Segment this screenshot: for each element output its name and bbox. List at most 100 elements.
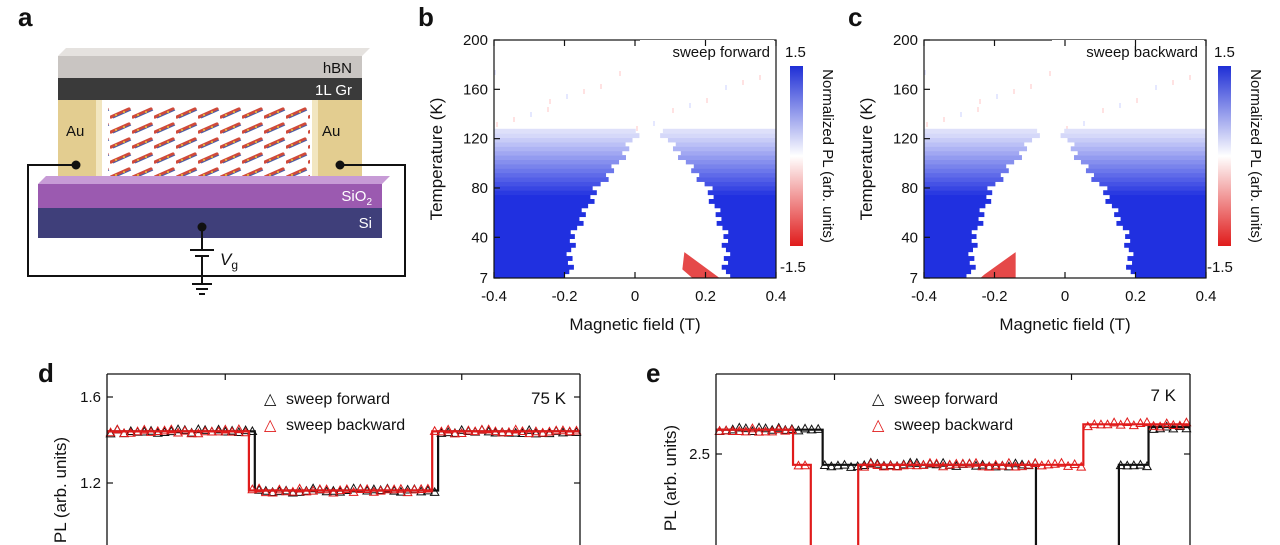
red-pocket-region (682, 252, 720, 278)
data-point (274, 484, 285, 494)
heatmap-cell-blue (924, 234, 977, 240)
data-point (463, 425, 474, 435)
heatmap-cell-blue (1074, 155, 1206, 161)
data-point (1109, 417, 1120, 427)
heatmap-cell-blue (1125, 234, 1206, 240)
heatmap-cell-blue (924, 163, 1007, 169)
heatmap-cell-blue (924, 133, 1040, 139)
heatmap-cell-blue (720, 207, 776, 213)
heatmap-cell-blue (660, 133, 776, 139)
heatmap-cell-blue (716, 220, 776, 226)
heatmap-cell-blue (730, 251, 776, 257)
noise-pixel (513, 117, 515, 122)
molecular-crystal (108, 104, 310, 182)
heatmap-cell-blue (494, 260, 568, 266)
data-point (409, 484, 420, 494)
y-tick-label: 2.5 (689, 446, 710, 463)
heatmap-cell-blue (924, 269, 972, 275)
data-point (429, 486, 440, 496)
data-point (931, 458, 942, 468)
data-point (159, 425, 170, 435)
si-layer (38, 208, 382, 238)
heatmap-cell-blue (1064, 128, 1206, 134)
x-tick-label: 0.4 (766, 288, 787, 305)
heatmap-cell-blue (1133, 251, 1206, 257)
data-point (112, 424, 123, 434)
heatmap-cell-blue (667, 137, 776, 143)
data-point (826, 461, 837, 471)
heatmap-cell-blue (494, 251, 567, 257)
hbn-label: hBN (323, 60, 352, 77)
heatmap-cell-blue (494, 256, 573, 261)
data-point (964, 458, 975, 468)
heatmap-cell-blue (715, 212, 776, 218)
y-tick-label: 80 (471, 180, 488, 197)
heatmap-cell-blue (1080, 159, 1206, 165)
heatmap-cell-blue (728, 229, 776, 235)
heatmap-cell-blue (924, 141, 1025, 147)
heatmap-cell-blue (924, 172, 1001, 178)
data-point (449, 428, 460, 438)
heatmap-cell-blue (924, 177, 1004, 182)
heatmap-cell-blue (494, 203, 589, 209)
data-point (551, 425, 562, 435)
heatmap-cell-blue (699, 172, 776, 178)
data-point (294, 483, 305, 493)
data-point (260, 486, 271, 497)
heatmap-cell-blue (924, 242, 978, 248)
heatmap-cell-blue (713, 194, 776, 200)
heatmap-cell-blue (1135, 273, 1206, 279)
data-point (924, 457, 936, 467)
data-point (254, 483, 265, 493)
data-point (443, 424, 454, 434)
data-point (355, 483, 366, 494)
data-point (1181, 417, 1192, 427)
data-point (416, 483, 427, 493)
series-line-backward (107, 430, 580, 492)
au-label-right: Au (322, 123, 340, 140)
heatmap-cell-blue (678, 155, 776, 161)
heatmap-cell-blue (691, 168, 776, 174)
series-line-backward (716, 423, 1190, 545)
heatmap-cell-blue (924, 273, 967, 279)
legend-marker-forward: △ (264, 391, 277, 408)
data-point (1135, 417, 1146, 428)
noise-pixel (1119, 103, 1121, 108)
noise-pixel (759, 75, 761, 80)
heatmap-cell-blue (1093, 172, 1206, 178)
heatmap-cell-blue (494, 155, 626, 161)
y-axis-label: PL (arb. units) (661, 425, 680, 531)
colorbar-max: 1.5 (785, 44, 806, 61)
heatmap-cell-blue (1124, 242, 1206, 248)
heatmap-cell-blue (924, 212, 985, 218)
heatmap-cell-blue (1122, 225, 1206, 231)
noise-pixel (566, 94, 568, 99)
data-point (1122, 416, 1133, 427)
legend: △ sweep forward △ sweep backward (264, 391, 405, 434)
colorbar-min: -1.5 (780, 259, 806, 276)
heatmap-cell-blue (1085, 168, 1206, 174)
hbn-layer (58, 56, 362, 78)
heatmap-cell-blue (1118, 207, 1206, 213)
heatmap-cell-blue (494, 159, 620, 165)
y-tick-label: 120 (893, 131, 918, 148)
data-point (436, 427, 447, 437)
data-point (200, 424, 211, 434)
gate-voltage-label: Vg (220, 250, 238, 272)
heatmap-cell-blue (712, 185, 776, 191)
y-tick-label: 160 (463, 81, 488, 98)
data-point (456, 427, 467, 438)
heatmap-cell-blue (494, 247, 572, 253)
si-label: Si (359, 215, 372, 232)
data-point (905, 457, 916, 467)
noise-pixel (619, 71, 621, 76)
noise-pixel (547, 107, 549, 112)
data-point (328, 487, 339, 497)
x-tick-label: 0 (631, 288, 639, 305)
heatmap-cell-blue (924, 207, 980, 213)
heatmap-cell-blue (494, 264, 574, 270)
noise-pixel (1136, 98, 1138, 103)
data-point (557, 425, 568, 435)
heatmap-cell-blue (1070, 146, 1206, 152)
noise-pixel (742, 80, 744, 85)
